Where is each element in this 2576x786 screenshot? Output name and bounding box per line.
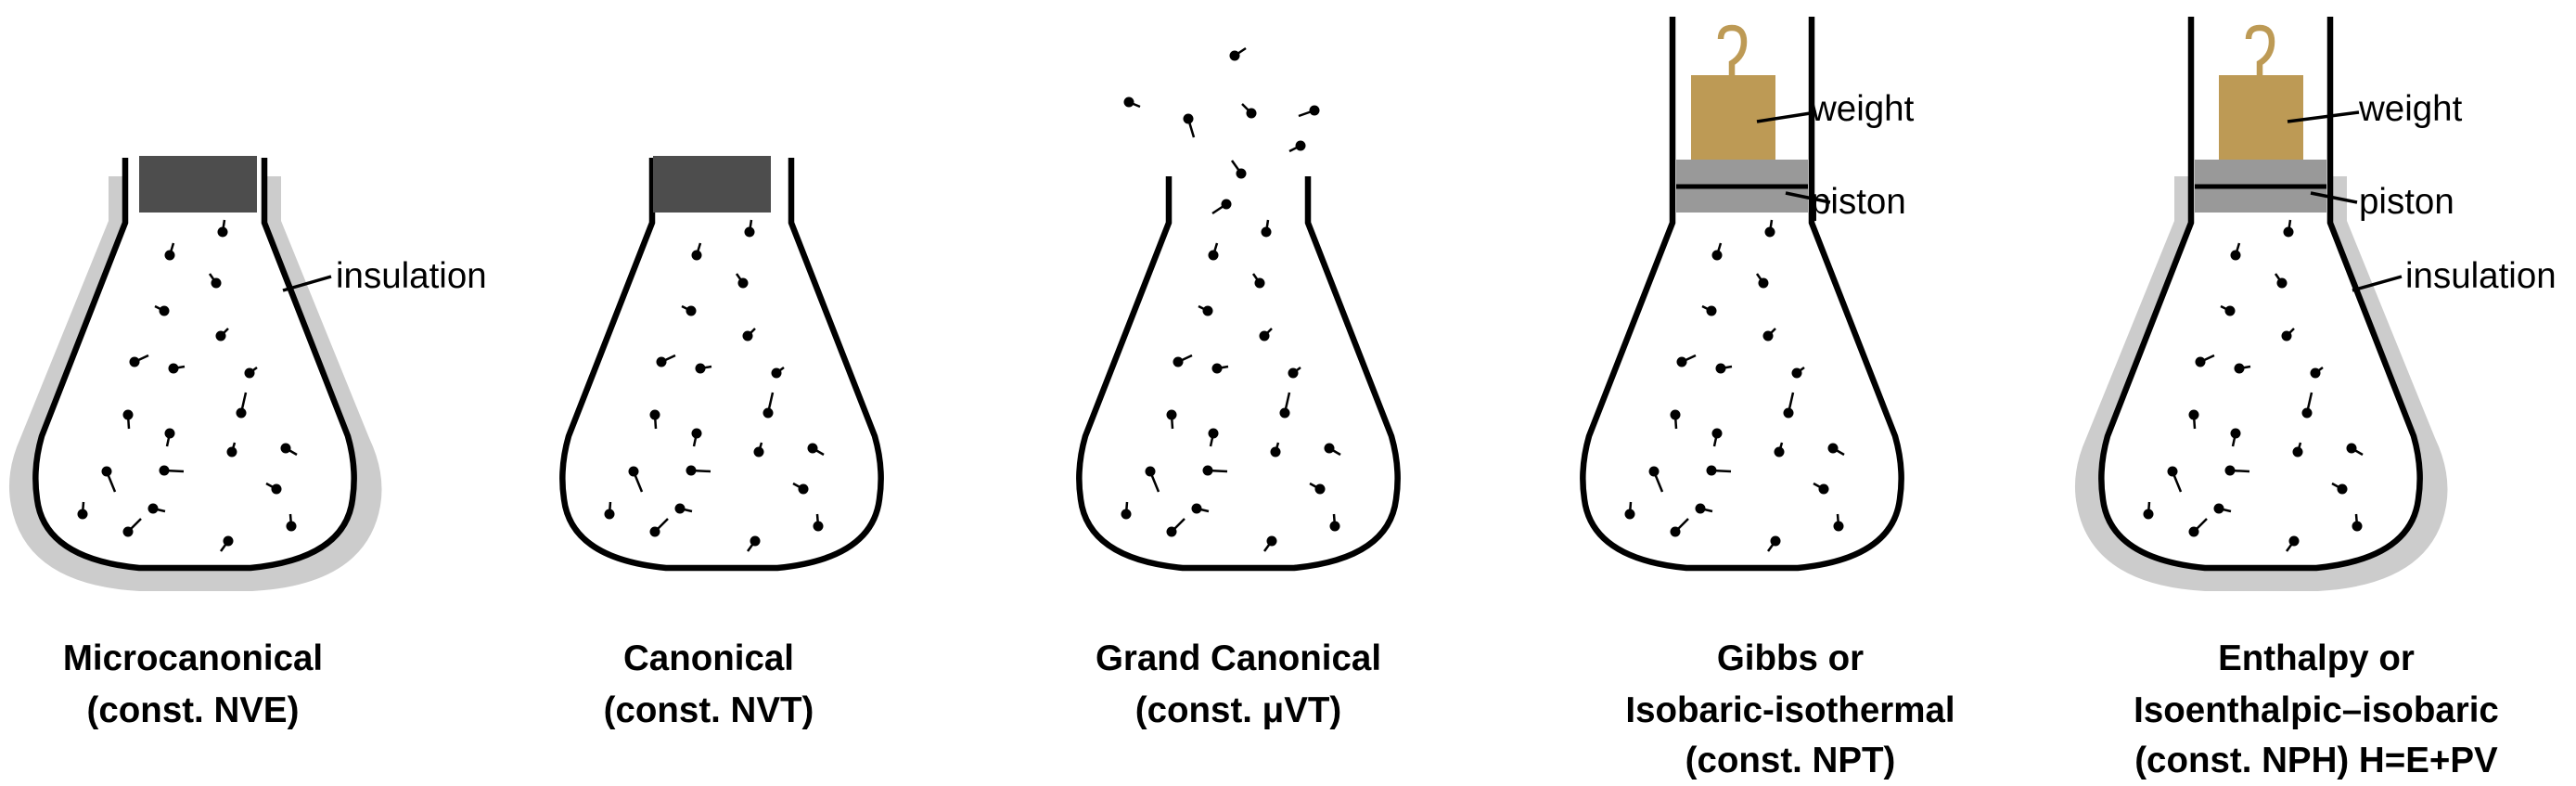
caption-line-2: (const. μVT) xyxy=(1135,690,1341,730)
escaping-molecules xyxy=(1123,46,1320,215)
caption-grand-canonical: Grand Canonical (const. μVT) xyxy=(1096,638,1381,730)
caption-line-1: Grand Canonical xyxy=(1096,638,1381,678)
weight-pointer xyxy=(1756,110,1817,123)
gas-molecules xyxy=(603,218,826,553)
caption-microcanonical: Microcanonical (const. NVE) xyxy=(63,638,323,730)
stopper xyxy=(139,156,257,213)
weight-block xyxy=(1691,75,1775,160)
weight-block xyxy=(2219,75,2303,160)
caption-nph: Enthalpy or Isoenthalpic–isobaric (const… xyxy=(2134,638,2499,780)
caption-canonical: Canonical (const. NVT) xyxy=(604,638,814,730)
canonical-flask xyxy=(562,156,880,568)
piston-bottom xyxy=(2195,188,2326,213)
npt-flask: weight piston xyxy=(1580,17,1915,572)
piston-top xyxy=(1676,160,1808,185)
nph-flask: weight piston insulation xyxy=(2074,17,2557,591)
piston-label: piston xyxy=(1811,182,1906,222)
weight-hook-icon xyxy=(2245,24,2275,75)
piston-pointer xyxy=(1785,191,1831,204)
insulation-label: insulation xyxy=(336,256,487,296)
caption-line-2: (const. NVT) xyxy=(604,690,814,730)
caption-line-3: (const. NPH) H=E+PV xyxy=(2134,741,2498,780)
caption-line-1: Gibbs or xyxy=(1717,638,1864,678)
weight-pointer xyxy=(2287,110,2360,123)
gas-molecules xyxy=(1623,218,1846,553)
caption-line-3: (const. NPT) xyxy=(1685,741,1896,780)
weight-hook-icon xyxy=(1717,24,1748,75)
insulation-label: insulation xyxy=(2405,256,2557,296)
stopper xyxy=(653,156,771,213)
gas-molecules xyxy=(1120,218,1342,553)
caption-line-2: (const. NVE) xyxy=(87,690,300,730)
caption-line-1: Microcanonical xyxy=(63,638,323,678)
piston-top xyxy=(2195,160,2326,185)
microcanonical-flask: insulation xyxy=(8,156,487,591)
weight-label: weight xyxy=(2358,89,2463,129)
caption-line-2: Isobaric-isothermal xyxy=(1625,690,1954,730)
caption-line-2: Isoenthalpic–isobaric xyxy=(2134,690,2499,730)
weight-label: weight xyxy=(1810,89,1915,129)
insulation-pointer xyxy=(282,275,332,292)
caption-line-1: Enthalpy or xyxy=(2218,638,2415,678)
grand-canonical-flask xyxy=(1076,46,1401,572)
piston-pointer xyxy=(2310,191,2358,204)
piston-label: piston xyxy=(2359,182,2454,222)
insulation-pointer xyxy=(2352,275,2403,292)
caption-line-1: Canonical xyxy=(623,638,794,678)
caption-npt: Gibbs or Isobaric-isothermal (const. NPT… xyxy=(1625,638,1954,780)
